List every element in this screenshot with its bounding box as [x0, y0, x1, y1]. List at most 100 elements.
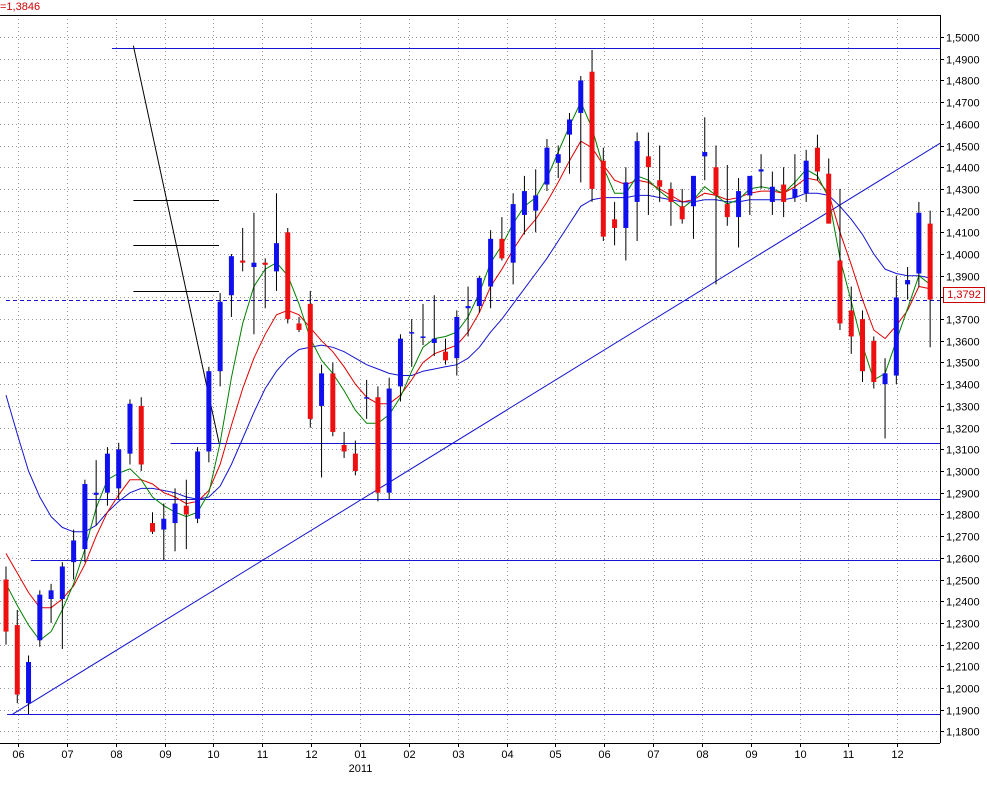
candle-body — [341, 444, 347, 452]
candle-up — [273, 193, 279, 291]
candle-body — [476, 277, 482, 307]
candle-body — [533, 195, 539, 211]
candle-down — [657, 145, 663, 202]
candle-body — [916, 212, 922, 274]
candle-body — [240, 260, 246, 263]
y-tick-label: 1,3600 — [946, 337, 980, 349]
candle-up — [555, 145, 561, 179]
candle-body — [217, 301, 223, 372]
candle-up — [217, 293, 223, 387]
candle-down — [138, 397, 144, 471]
candle-down — [499, 217, 505, 261]
candle-down — [781, 167, 787, 218]
candle-body — [375, 397, 381, 493]
x-tick-label: 08 — [696, 749, 708, 761]
x-tick-label: 09 — [745, 749, 757, 761]
candle-body — [161, 518, 167, 530]
candle-body — [420, 336, 426, 338]
candle-up — [37, 590, 43, 647]
candle-up — [364, 379, 370, 419]
candle-body — [634, 141, 640, 202]
candle-body — [882, 373, 888, 385]
candle-body — [26, 661, 32, 704]
candle-body — [285, 232, 291, 320]
candle-body — [183, 505, 189, 515]
candle-up — [71, 529, 77, 580]
x-tick-label: 07 — [647, 749, 659, 761]
candle-body — [3, 579, 9, 632]
candle-body — [679, 206, 685, 220]
x-tick-label: 10 — [207, 749, 219, 761]
candle-up — [431, 295, 437, 356]
y-tick-label: 1,5000 — [946, 33, 980, 45]
y-tick-label: 1,2500 — [946, 576, 980, 588]
candle-body — [826, 173, 832, 224]
candle-down — [848, 286, 854, 354]
candle-up — [488, 230, 494, 309]
candle-body — [713, 167, 719, 196]
candle-down — [837, 188, 843, 330]
candle-body — [578, 80, 584, 113]
x-tick-label: 03 — [452, 749, 464, 761]
x-tick-label: 11 — [257, 749, 268, 761]
candle-body — [330, 373, 336, 432]
candle-up — [206, 366, 212, 463]
y-tick-label: 1,2700 — [946, 532, 980, 544]
x-tick-label: 12 — [891, 749, 903, 761]
candle-body — [228, 256, 234, 296]
candle-body — [510, 204, 516, 263]
x-axis-ticks: 06 07 08 09 10 11 12 01 2011 02 03 04 05 06 07 08 09 10 11… — [12, 743, 904, 775]
candle-body — [443, 351, 449, 361]
candle-down — [612, 201, 618, 246]
candle-body — [837, 260, 843, 324]
candle-down — [375, 386, 381, 502]
candle-body — [871, 340, 877, 383]
candle-body — [792, 188, 798, 198]
candle-body — [781, 184, 787, 202]
candle-body — [668, 188, 674, 202]
candle-body — [600, 160, 606, 237]
candle-up — [386, 377, 392, 500]
candle-down — [183, 479, 189, 550]
candle-up — [544, 138, 550, 192]
candle-body — [386, 388, 392, 493]
indicator-value-label: =1,3846 — [0, 1, 41, 13]
candle-up — [893, 275, 899, 385]
candle-body — [273, 243, 279, 272]
candle-body — [860, 319, 866, 372]
candle-up — [905, 267, 911, 300]
x-tick-label: 11 — [843, 749, 854, 761]
candle-up — [104, 447, 110, 506]
candle-up — [82, 479, 88, 563]
x-tick-label: 12 — [305, 749, 317, 761]
candle-body — [465, 306, 471, 309]
x-tick-label: 07 — [61, 749, 73, 761]
candle-body — [747, 175, 753, 196]
candle-body — [172, 503, 178, 524]
candle-body — [319, 373, 325, 406]
candle-up — [465, 286, 471, 337]
y-tick-label: 1,3500 — [946, 358, 980, 370]
y-tick-label: 1,4800 — [946, 76, 980, 88]
candle-body — [848, 310, 854, 337]
candle-body — [589, 71, 595, 189]
candle-up — [59, 562, 65, 649]
candle-body — [702, 152, 708, 157]
y-tick-label: 1,3000 — [946, 467, 980, 479]
y-tick-label: 1,3400 — [946, 380, 980, 392]
candle-up — [195, 447, 201, 524]
candle-body — [352, 453, 358, 471]
candle-up — [882, 358, 888, 439]
candle-body — [364, 397, 370, 399]
candle-up — [48, 583, 54, 623]
y-tick-label: 1,3200 — [946, 424, 980, 436]
candle-body — [71, 540, 77, 563]
candle-body — [758, 169, 764, 172]
candle-up — [690, 175, 696, 239]
grid — [0, 15, 940, 743]
x-tick-label: 10 — [794, 749, 806, 761]
candle-body — [893, 297, 899, 376]
trend-line — [12, 142, 941, 715]
candle-up — [26, 655, 32, 715]
candle-up — [747, 175, 753, 215]
